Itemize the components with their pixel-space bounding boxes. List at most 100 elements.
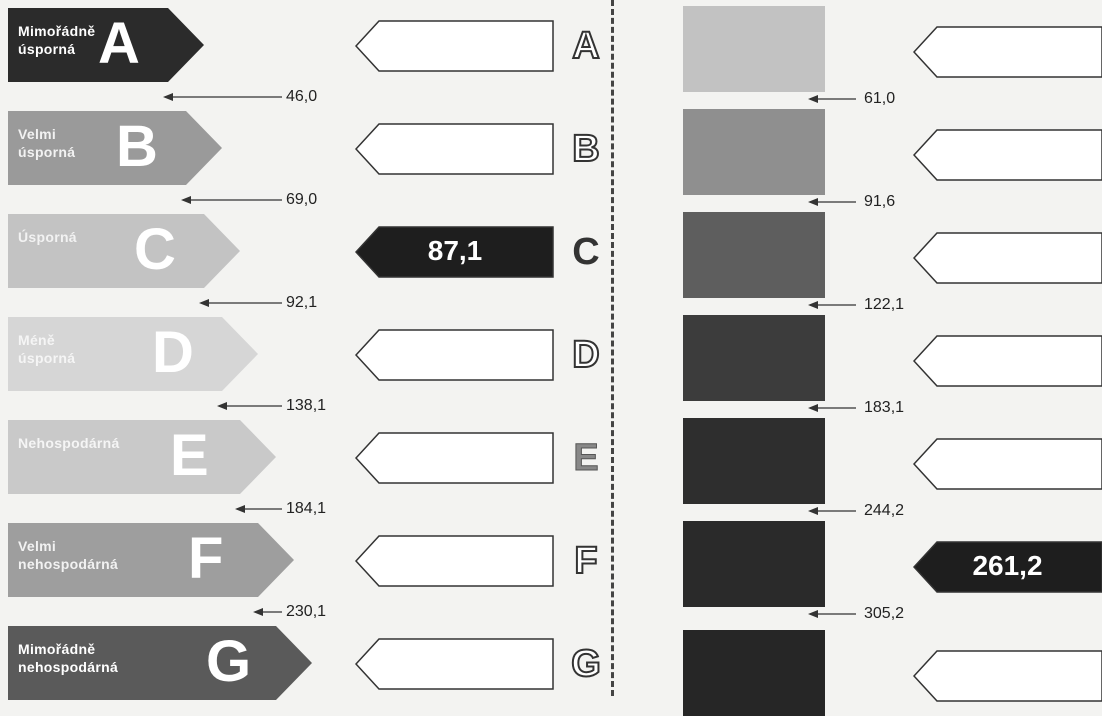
- threshold-value: 184,1: [286, 500, 327, 517]
- indicator-shape: [912, 129, 1102, 181]
- left-arrow-icon: [808, 301, 856, 309]
- scale-square: [683, 6, 825, 92]
- threshold-marker: 92,1: [199, 294, 342, 312]
- band-arrow-shape: [8, 317, 258, 391]
- left-arrow-icon: [199, 299, 282, 307]
- indicator-shape: [354, 535, 554, 587]
- threshold-marker: 244,2: [808, 502, 918, 520]
- band-arrow-fill: [8, 420, 276, 494]
- scale-square: [683, 315, 825, 401]
- empty-indicator-box: [912, 232, 1102, 289]
- threshold-value: 138,1: [286, 397, 327, 414]
- empty-indicator-box: [912, 129, 1102, 186]
- empty-indicator-box: [912, 438, 1102, 495]
- value-indicator: 261,2: [912, 541, 1102, 593]
- threshold-marker: 184,1: [235, 500, 342, 518]
- threshold-value: 91,6: [864, 193, 896, 210]
- band-c: Úsporná C: [8, 214, 244, 288]
- band-f: Velmi nehospodárná F: [8, 523, 298, 597]
- indicator-shape: [912, 335, 1102, 387]
- dashed-divider: [611, 0, 614, 696]
- band-e: Nehospodárná E: [8, 420, 280, 494]
- band-arrow-shape: [8, 214, 240, 288]
- indicator-value: 261,2: [972, 550, 1043, 581]
- threshold-value: 305,2: [864, 605, 905, 622]
- empty-indicator-box: [912, 650, 1102, 707]
- band-label: Méně úsporná: [18, 332, 76, 366]
- threshold-marker: 69,0: [181, 191, 342, 209]
- band-arrow-fill: [8, 214, 240, 288]
- empty-indicator-box: [354, 535, 555, 592]
- threshold-value: 69,0: [286, 191, 318, 208]
- band-arrow-shape: [8, 626, 312, 700]
- scale-square: [683, 109, 825, 195]
- threshold-marker: 183,1: [808, 399, 918, 417]
- band-arrow-fill: [8, 8, 204, 82]
- left-arrow-icon: [235, 505, 282, 513]
- left-arrow-icon: [808, 95, 856, 103]
- band-label: Mimořádně úsporná: [18, 23, 96, 57]
- threshold-marker: 122,1: [808, 296, 918, 314]
- band-label: Úsporná: [18, 229, 77, 245]
- threshold-marker: 230,1: [253, 603, 342, 621]
- indicator-shape: [354, 20, 554, 72]
- band-a: Mimořádně úsporná A: [8, 8, 208, 82]
- band-arrow-fill: [8, 111, 222, 185]
- left-arrow-icon: [181, 196, 282, 204]
- scale-square: [683, 418, 825, 504]
- left-arrow-icon: [808, 610, 856, 618]
- indicator-shape: [354, 329, 554, 381]
- left-arrow-icon: [253, 608, 282, 616]
- band-label: Velmi nehospodárná: [18, 538, 119, 572]
- empty-indicator-box: [912, 26, 1102, 83]
- threshold-value: 244,2: [864, 502, 905, 519]
- left-arrow-icon: [217, 402, 282, 410]
- class-letter-f: F: [573, 540, 598, 582]
- left-arrow-icon: [808, 198, 856, 206]
- left-arrow-icon: [808, 404, 856, 412]
- threshold-value: 122,1: [864, 296, 905, 313]
- threshold-marker: 61,0: [808, 90, 918, 108]
- threshold-value: 92,1: [286, 294, 318, 311]
- left-arrow-icon: [163, 93, 282, 101]
- empty-indicator-box: [912, 335, 1102, 392]
- scale-square: [683, 521, 825, 607]
- scale-square: [683, 630, 825, 716]
- band-d: Méně úsporná D: [8, 317, 262, 391]
- left-arrow-icon: [808, 507, 856, 515]
- threshold-value: 183,1: [864, 399, 905, 416]
- band-arrow-fill: [8, 317, 258, 391]
- threshold-value: 46,0: [286, 88, 318, 105]
- band-label: Velmi úsporná: [18, 126, 76, 160]
- indicator-shape: [912, 26, 1102, 78]
- empty-indicator-box: [354, 638, 555, 695]
- band-b: Velmi úsporná B: [8, 111, 226, 185]
- scale-square: [683, 212, 825, 298]
- threshold-marker: 305,2: [808, 605, 918, 623]
- band-arrow-fill: [8, 523, 294, 597]
- indicator-shape: [354, 226, 554, 278]
- band-letter: F: [188, 526, 224, 591]
- band-arrow-fill: [8, 626, 312, 700]
- band-arrow-shape: [8, 8, 204, 82]
- band-letter: G: [206, 629, 252, 694]
- empty-indicator-box: [354, 329, 555, 386]
- threshold-marker: 46,0: [163, 88, 342, 106]
- band-g: Mimořádně nehospodárná G: [8, 626, 316, 700]
- band-letter: B: [116, 114, 158, 179]
- class-letter-c: C: [572, 231, 600, 273]
- band-letter: D: [152, 320, 194, 385]
- indicator-shape: [912, 650, 1102, 702]
- class-letter-g: G: [570, 643, 602, 685]
- band-label: Mimořádně nehospodárná: [18, 641, 119, 675]
- band-arrow-shape: [8, 420, 276, 494]
- class-letter-e: E: [573, 437, 599, 479]
- indicator-value: 87,1: [427, 235, 483, 266]
- empty-indicator-box: [354, 123, 555, 180]
- class-letter-a: A: [571, 25, 600, 67]
- band-arrow-shape: [8, 523, 294, 597]
- indicator-shape: [912, 541, 1102, 593]
- band-letter: A: [98, 11, 140, 76]
- value-indicator: 87,1: [354, 226, 555, 278]
- indicator-shape: [912, 438, 1102, 490]
